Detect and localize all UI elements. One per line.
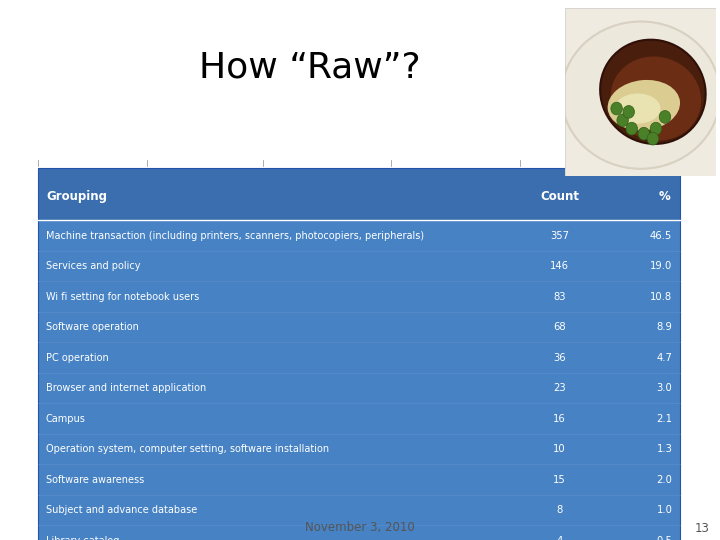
Text: 8: 8	[557, 505, 563, 515]
Text: 2.1: 2.1	[657, 414, 672, 424]
Circle shape	[626, 122, 637, 135]
Circle shape	[611, 102, 622, 115]
Bar	[38, 168, 680, 220]
Text: 19.0: 19.0	[650, 261, 672, 272]
Circle shape	[623, 105, 634, 118]
Text: PC operation: PC operation	[46, 353, 109, 363]
Bar	[38, 220, 680, 251]
Text: 16: 16	[553, 414, 566, 424]
Text: 13: 13	[695, 522, 710, 535]
Bar	[38, 403, 680, 434]
Text: Browser and internet application: Browser and internet application	[46, 383, 206, 393]
Circle shape	[647, 132, 659, 145]
Text: Count: Count	[540, 190, 579, 203]
Text: 10: 10	[553, 444, 566, 454]
Text: Subject and advance database: Subject and advance database	[46, 505, 197, 515]
Ellipse shape	[562, 22, 720, 169]
Text: 146: 146	[550, 261, 569, 272]
Bar	[38, 251, 680, 281]
Text: Operation system, computer setting, software installation: Operation system, computer setting, soft…	[46, 444, 329, 454]
Bar	[38, 312, 680, 342]
Text: 10.8: 10.8	[650, 292, 672, 302]
Text: 15: 15	[553, 475, 566, 485]
Circle shape	[617, 114, 629, 126]
Bar	[38, 525, 680, 540]
Text: 1.3: 1.3	[657, 444, 672, 454]
Text: 357: 357	[550, 231, 569, 241]
Bar	[38, 464, 680, 495]
Bar	[38, 434, 680, 464]
Bar	[38, 373, 680, 403]
Text: %: %	[659, 190, 671, 203]
Ellipse shape	[611, 57, 701, 140]
Bar	[38, 342, 680, 373]
Text: 23: 23	[553, 383, 566, 393]
Ellipse shape	[615, 93, 660, 124]
Text: 4.7: 4.7	[657, 353, 672, 363]
Text: 83: 83	[554, 292, 566, 302]
Text: Software operation: Software operation	[46, 322, 139, 332]
Ellipse shape	[608, 80, 680, 131]
Text: Software awareness: Software awareness	[46, 475, 144, 485]
Bar	[38, 281, 680, 312]
Ellipse shape	[600, 40, 706, 144]
Text: Library catalog: Library catalog	[46, 536, 120, 540]
Text: 46.5: 46.5	[650, 231, 672, 241]
Text: 4: 4	[557, 536, 563, 540]
Bar	[38, 495, 680, 525]
Bar	[38, 168, 680, 540]
Text: 68: 68	[553, 322, 566, 332]
Text: How “Raw”?: How “Raw”?	[199, 51, 420, 85]
Text: Services and policy: Services and policy	[46, 261, 140, 272]
Circle shape	[660, 111, 671, 123]
Text: 3.0: 3.0	[657, 383, 672, 393]
Text: 1.0: 1.0	[657, 505, 672, 515]
Text: 2.0: 2.0	[657, 475, 672, 485]
Text: Campus: Campus	[46, 414, 86, 424]
Text: Wi fi setting for notebook users: Wi fi setting for notebook users	[46, 292, 199, 302]
Circle shape	[638, 127, 649, 140]
Circle shape	[650, 122, 662, 135]
Text: 0.5: 0.5	[657, 536, 672, 540]
Text: 8.9: 8.9	[657, 322, 672, 332]
Text: 36: 36	[553, 353, 566, 363]
Text: Grouping: Grouping	[46, 190, 107, 203]
Text: November 3, 2010: November 3, 2010	[305, 522, 415, 535]
Text: Machine transaction (including printers, scanners, photocopiers, peripherals): Machine transaction (including printers,…	[46, 231, 424, 241]
